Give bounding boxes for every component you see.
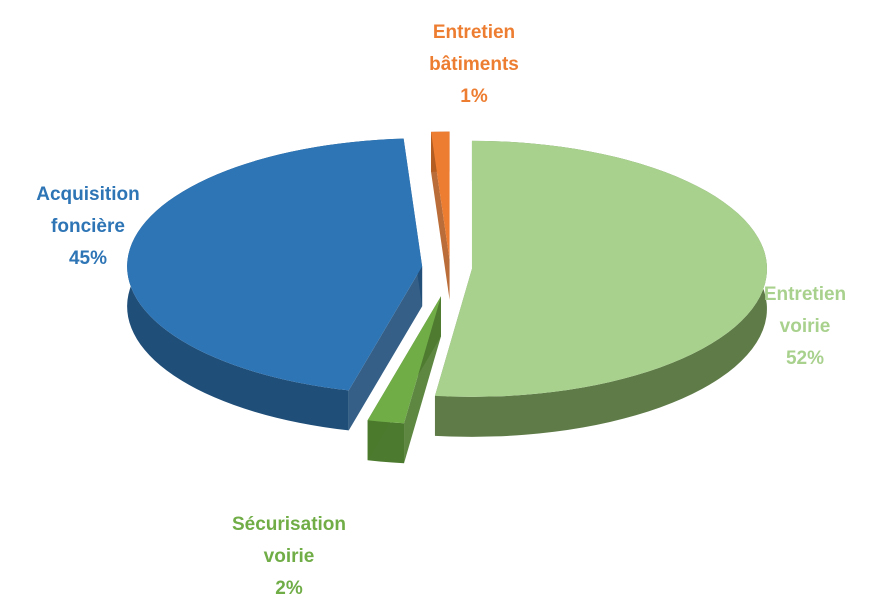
pie-labels: Entretien voirie 52% Sécurisation voirie 2% Ac… <box>36 22 846 597</box>
pie-slice-face <box>431 131 450 300</box>
pie-tops <box>127 131 767 424</box>
pie-slice <box>367 296 442 424</box>
slice-label: Entretien bâtiments 1% <box>429 22 519 107</box>
slice-label: Acquisition foncière 45% <box>36 184 139 269</box>
slice-label: Entretien voirie 52% <box>764 284 846 369</box>
slice-label: Sécurisation voirie 2% <box>232 514 346 597</box>
pie-slice <box>127 138 423 391</box>
pie-slice <box>434 140 767 397</box>
pie-slice-face <box>348 266 423 431</box>
pie-slice <box>431 131 450 260</box>
